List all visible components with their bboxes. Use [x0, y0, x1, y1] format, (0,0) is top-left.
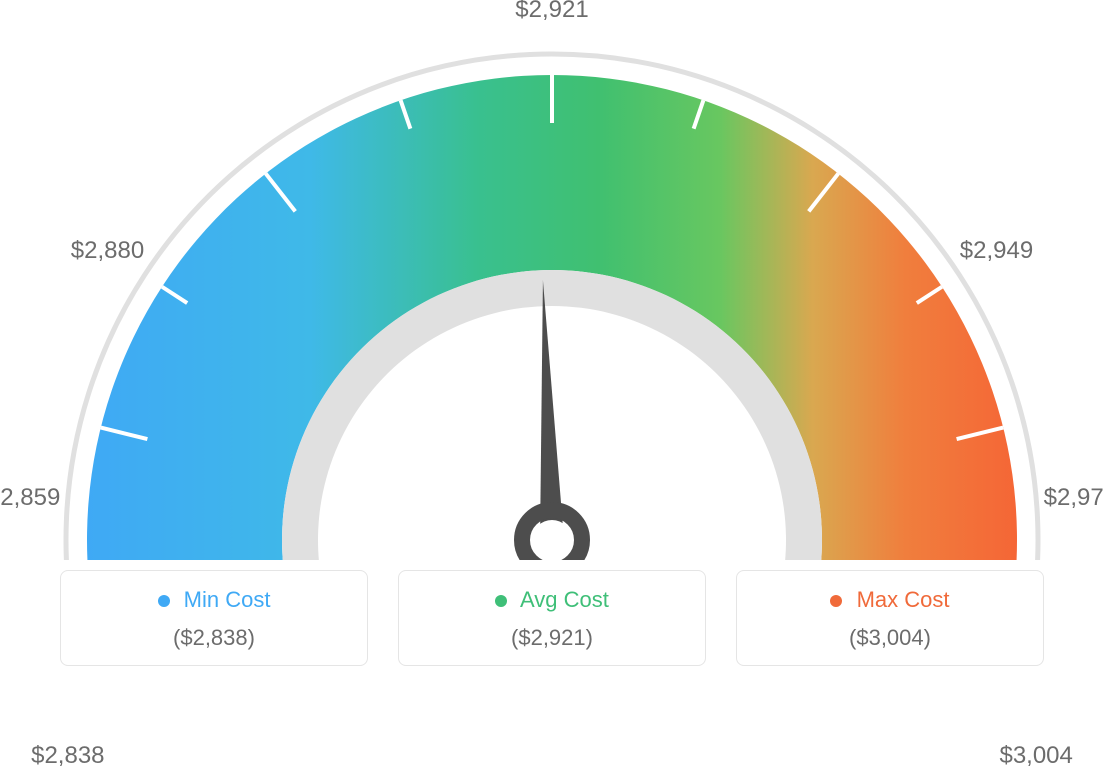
legend-max-label: Max Cost — [857, 587, 950, 612]
gauge-svg — [0, 0, 1104, 560]
gauge-chart-container: $2,838$2,859$2,880$2,921$2,949$2,977$3,0… — [0, 0, 1104, 690]
gauge-area: $2,838$2,859$2,880$2,921$2,949$2,977$3,0… — [0, 0, 1104, 560]
legend-avg-title: Avg Cost — [413, 587, 691, 613]
legend-max-title: Max Cost — [751, 587, 1029, 613]
legend-card-avg: Avg Cost ($2,921) — [398, 570, 706, 666]
legend-max-dot-icon — [830, 595, 842, 607]
legend-min-dot-icon — [158, 595, 170, 607]
gauge-tick-label: $2,880 — [71, 237, 144, 265]
legend-min-title: Min Cost — [75, 587, 353, 613]
gauge-tick-label: $2,949 — [960, 237, 1033, 265]
legend-card-min: Min Cost ($2,838) — [60, 570, 368, 666]
legend-row: Min Cost ($2,838) Avg Cost ($2,921) Max … — [0, 570, 1104, 666]
gauge-tick-label: $2,838 — [31, 742, 104, 770]
legend-card-max: Max Cost ($3,004) — [736, 570, 1044, 666]
legend-avg-value: ($2,921) — [413, 625, 691, 651]
gauge-tick-label: $3,004 — [999, 742, 1072, 770]
legend-avg-label: Avg Cost — [520, 587, 609, 612]
legend-min-label: Min Cost — [184, 587, 271, 612]
gauge-tick-label: $2,921 — [515, 0, 588, 24]
legend-min-value: ($2,838) — [75, 625, 353, 651]
gauge-tick-label: $2,859 — [0, 484, 60, 512]
legend-avg-dot-icon — [495, 595, 507, 607]
gauge-tick-label: $2,977 — [1044, 484, 1104, 512]
legend-max-value: ($3,004) — [751, 625, 1029, 651]
